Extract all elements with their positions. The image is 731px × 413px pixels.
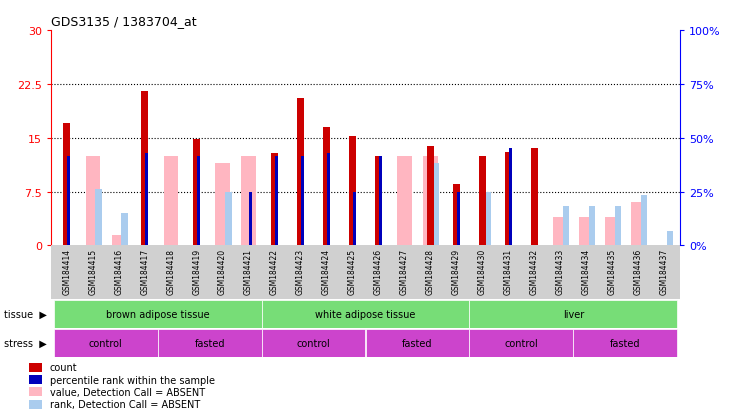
Bar xyxy=(327,154,330,246)
Bar xyxy=(469,300,677,328)
Bar xyxy=(452,185,460,246)
Text: GSM184424: GSM184424 xyxy=(322,248,331,294)
Bar xyxy=(667,231,673,246)
Text: control: control xyxy=(504,338,538,348)
Bar xyxy=(553,217,567,246)
Text: GSM184427: GSM184427 xyxy=(400,248,409,294)
Text: GDS3135 / 1383704_at: GDS3135 / 1383704_at xyxy=(51,15,197,28)
Bar xyxy=(121,214,128,246)
Text: GSM184426: GSM184426 xyxy=(374,248,383,294)
Bar xyxy=(479,156,486,246)
Bar xyxy=(63,124,70,246)
Text: white adipose tissue: white adipose tissue xyxy=(315,309,416,319)
Text: value, Detection Call = ABSENT: value, Detection Call = ABSENT xyxy=(50,387,205,397)
Text: brown adipose tissue: brown adipose tissue xyxy=(106,309,210,319)
Bar xyxy=(375,156,382,246)
Text: GSM184414: GSM184414 xyxy=(62,248,71,294)
Text: GSM184434: GSM184434 xyxy=(582,248,591,294)
Bar xyxy=(588,206,595,246)
Bar xyxy=(29,400,42,409)
Bar xyxy=(427,147,434,246)
Bar xyxy=(164,156,178,246)
Bar xyxy=(225,192,232,246)
Bar xyxy=(29,387,42,396)
Text: GSM184418: GSM184418 xyxy=(166,248,175,294)
Text: tissue  ▶: tissue ▶ xyxy=(4,309,47,319)
Text: count: count xyxy=(50,362,77,372)
Text: GSM184430: GSM184430 xyxy=(478,248,487,294)
Bar xyxy=(141,92,148,246)
Text: liver: liver xyxy=(563,309,584,319)
Text: GSM184431: GSM184431 xyxy=(504,248,513,294)
Text: GSM184428: GSM184428 xyxy=(426,248,435,294)
Bar xyxy=(54,329,158,357)
Bar xyxy=(216,164,230,246)
Text: GSM184429: GSM184429 xyxy=(452,248,461,294)
Text: GSM184422: GSM184422 xyxy=(270,248,279,294)
Bar xyxy=(615,206,621,246)
Bar xyxy=(262,300,469,328)
Bar xyxy=(366,329,469,357)
Text: GSM184417: GSM184417 xyxy=(140,248,149,294)
Bar xyxy=(573,329,677,357)
Text: GSM184437: GSM184437 xyxy=(660,248,669,294)
Bar xyxy=(241,156,256,246)
Bar xyxy=(457,192,460,246)
Text: percentile rank within the sample: percentile rank within the sample xyxy=(50,375,215,385)
Text: GSM184425: GSM184425 xyxy=(348,248,357,294)
Bar xyxy=(469,329,573,357)
Text: fasted: fasted xyxy=(610,338,640,348)
Bar xyxy=(271,154,279,246)
Bar xyxy=(29,375,42,384)
Bar xyxy=(297,99,304,246)
Text: control: control xyxy=(297,338,330,348)
Bar xyxy=(605,217,619,246)
Text: GSM184421: GSM184421 xyxy=(244,248,253,294)
Bar xyxy=(398,156,412,246)
Bar xyxy=(275,156,279,246)
Text: rank, Detection Call = ABSENT: rank, Detection Call = ABSENT xyxy=(50,399,200,409)
Bar xyxy=(433,164,439,246)
Bar xyxy=(95,190,102,246)
Text: GSM184423: GSM184423 xyxy=(296,248,305,294)
Text: GSM184435: GSM184435 xyxy=(607,248,617,294)
Text: fasted: fasted xyxy=(402,338,433,348)
Bar xyxy=(86,156,100,246)
Bar xyxy=(197,156,200,246)
Bar xyxy=(349,137,356,246)
Bar xyxy=(67,156,70,246)
Text: control: control xyxy=(89,338,123,348)
Text: fasted: fasted xyxy=(194,338,225,348)
Bar xyxy=(423,156,438,246)
Bar xyxy=(54,300,262,328)
Bar xyxy=(579,217,594,246)
Bar xyxy=(193,140,200,246)
Bar xyxy=(323,128,330,246)
Bar xyxy=(641,196,647,246)
Text: GSM184433: GSM184433 xyxy=(556,248,565,294)
Bar xyxy=(262,329,366,357)
Text: stress  ▶: stress ▶ xyxy=(4,338,46,348)
Text: GSM184415: GSM184415 xyxy=(88,248,97,294)
Text: GSM184419: GSM184419 xyxy=(192,248,201,294)
Bar xyxy=(563,206,569,246)
Bar xyxy=(29,363,42,372)
Bar xyxy=(353,192,356,246)
Bar xyxy=(249,192,252,246)
Text: GSM184416: GSM184416 xyxy=(114,248,124,294)
Bar xyxy=(509,149,512,246)
Bar xyxy=(145,154,148,246)
Bar xyxy=(631,203,645,246)
Text: GSM184432: GSM184432 xyxy=(530,248,539,294)
Bar xyxy=(112,235,126,246)
Bar xyxy=(485,192,491,246)
Text: GSM184420: GSM184420 xyxy=(218,248,227,294)
Bar xyxy=(379,156,382,246)
Bar xyxy=(301,156,304,246)
Bar xyxy=(158,329,262,357)
Bar xyxy=(531,149,538,246)
Bar xyxy=(504,153,512,246)
Text: GSM184436: GSM184436 xyxy=(634,248,643,294)
